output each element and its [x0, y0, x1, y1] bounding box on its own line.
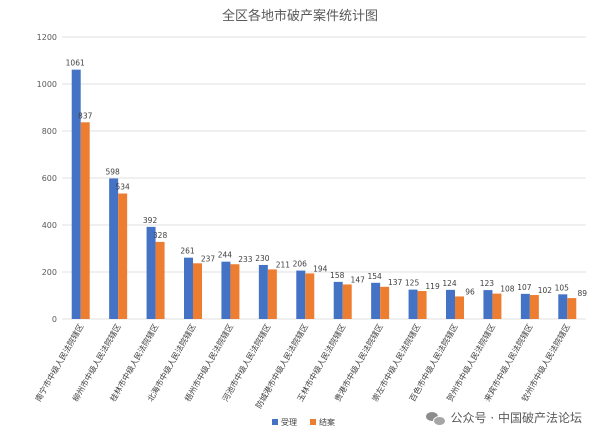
data-label: 261: [180, 247, 195, 256]
bar-closed: [80, 122, 90, 320]
bar-closed: [193, 263, 202, 319]
data-label: 89: [578, 289, 588, 298]
bar-closed: [118, 193, 128, 319]
data-label: 837: [78, 111, 93, 120]
data-label: 137: [388, 278, 403, 287]
bar-accepted: [221, 261, 231, 319]
data-label: 211: [276, 260, 291, 269]
bar-accepted: [296, 270, 306, 319]
y-tick-label: 400: [42, 221, 57, 230]
bar-closed: [380, 286, 390, 319]
bar-accepted: [146, 226, 156, 319]
y-tick-label: 200: [42, 268, 57, 277]
bar-accepted: [333, 281, 343, 319]
bar-closed: [417, 291, 427, 319]
data-label: 107: [517, 283, 532, 292]
y-tick-label: 1000: [37, 80, 57, 89]
data-label: 328: [153, 231, 168, 240]
data-label: 244: [218, 251, 233, 260]
bar-accepted: [109, 178, 119, 319]
bar-closed: [567, 298, 577, 319]
data-label: 105: [555, 283, 570, 292]
wechat-icon: [425, 411, 446, 426]
legend-entry: 结案: [319, 417, 335, 427]
y-tick-label: 600: [42, 174, 57, 183]
bar-accepted: [184, 257, 193, 319]
bar-closed: [305, 273, 315, 319]
data-label: 147: [351, 275, 366, 284]
legend-entry: 受理: [281, 417, 297, 427]
data-label: 534: [115, 183, 130, 192]
data-label: 96: [465, 287, 475, 296]
bar-closed: [455, 296, 464, 319]
data-label: 230: [255, 254, 270, 263]
bar-closed: [342, 284, 352, 319]
bar-accepted: [558, 294, 568, 319]
y-tick-label: 800: [42, 127, 57, 136]
bar-accepted: [258, 264, 268, 319]
data-label: 233: [238, 255, 253, 264]
bar-closed: [267, 269, 277, 319]
data-label: 154: [367, 272, 382, 281]
legend-swatch: [272, 419, 278, 425]
data-label: 392: [143, 216, 158, 225]
data-label: 1061: [66, 59, 85, 68]
bar-closed: [155, 241, 165, 319]
data-label: 119: [425, 282, 440, 291]
data-label: 598: [105, 167, 120, 176]
data-label: 158: [330, 271, 345, 280]
data-label: 206: [293, 260, 308, 269]
data-label: 125: [405, 279, 420, 288]
chart-title: 全区各地市破产案件统计图: [222, 8, 378, 24]
bar-accepted: [483, 290, 493, 319]
data-label: 237: [201, 254, 216, 263]
data-label: 108: [500, 285, 515, 294]
data-label: 123: [480, 279, 495, 288]
watermark-text: 公众号 · 中国破产法论坛: [450, 411, 582, 425]
bar-accepted: [408, 289, 418, 319]
data-label: 194: [313, 264, 328, 273]
bar-accepted: [371, 282, 381, 319]
bar-accepted: [446, 289, 455, 319]
watermark: 公众号 · 中国破产法论坛: [425, 409, 582, 426]
data-label: 102: [538, 286, 553, 295]
data-label: 124: [442, 279, 457, 288]
y-tick-label: 1200: [37, 33, 57, 42]
y-tick-label: 0: [52, 315, 57, 324]
bar-accepted: [71, 69, 81, 319]
bar-closed: [492, 293, 502, 319]
bar-closed: [230, 264, 240, 319]
bar-closed: [529, 295, 539, 319]
bar-accepted: [520, 293, 530, 319]
legend-swatch: [310, 419, 316, 425]
